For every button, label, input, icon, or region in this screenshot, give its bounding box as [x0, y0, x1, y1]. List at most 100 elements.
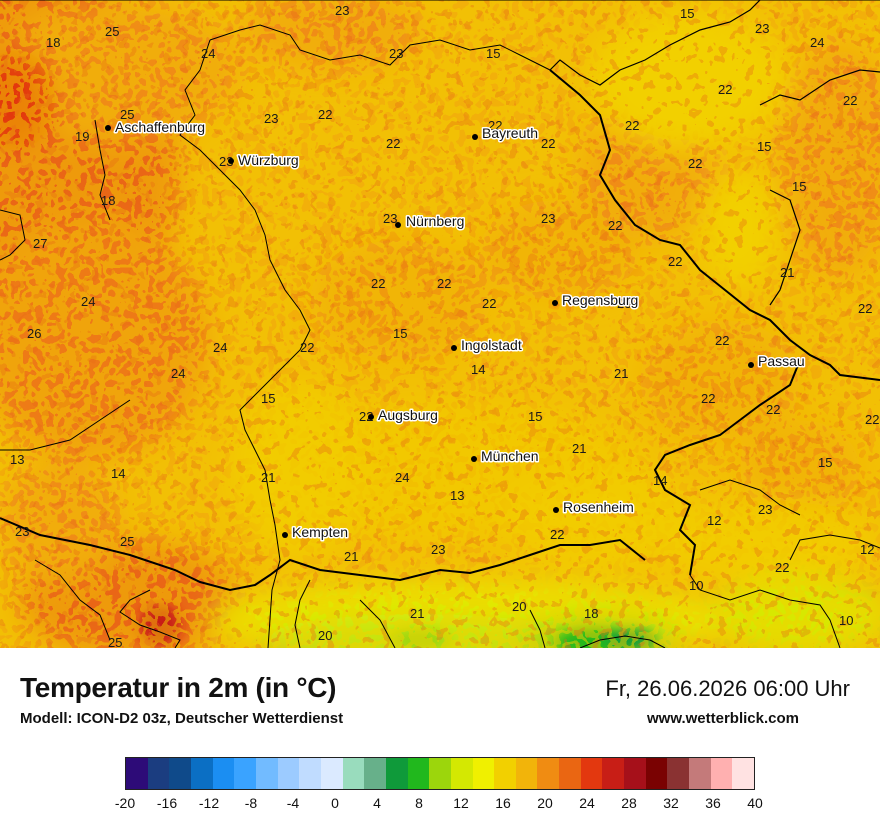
- temp-label: 14: [471, 362, 485, 377]
- temp-label: 22: [359, 409, 373, 424]
- temp-label: 15: [486, 46, 500, 61]
- temp-label: 18: [46, 35, 60, 50]
- temp-label: 23: [755, 21, 769, 36]
- temp-label: 22: [766, 402, 780, 417]
- temp-label: 22: [488, 118, 502, 133]
- city-aschaffenburg[interactable]: Aschaffenburg: [105, 118, 207, 137]
- temp-label: 22: [858, 301, 872, 316]
- legend-color-segment: [364, 758, 386, 789]
- temp-label: 15: [818, 455, 832, 470]
- legend-color-segment: [299, 758, 321, 789]
- temp-label: 15: [792, 179, 806, 194]
- temp-label: 12: [860, 542, 874, 557]
- legend-color-segment: [667, 758, 690, 789]
- temp-label: 14: [111, 466, 125, 481]
- color-legend-bar: [125, 757, 755, 790]
- legend-color-segment: [407, 758, 430, 789]
- temp-label: 24: [810, 35, 824, 50]
- temp-label: 23: [389, 46, 403, 61]
- temp-label: 22: [550, 527, 564, 542]
- temp-label: 22: [482, 296, 496, 311]
- temp-label: 21: [614, 366, 628, 381]
- temp-label: 21: [261, 470, 275, 485]
- city-kempten[interactable]: Kempten: [282, 523, 350, 542]
- temp-label: 22: [843, 93, 857, 108]
- legend-color-segment: [212, 758, 235, 789]
- city-ingolstadt[interactable]: Ingolstadt: [451, 336, 523, 355]
- temp-label: 10: [689, 578, 703, 593]
- legend-tick-label: -20: [114, 795, 136, 811]
- svg-text:Aschaffenburg: Aschaffenburg: [115, 119, 205, 135]
- temp-label: 22: [371, 276, 385, 291]
- temp-label: 25: [108, 635, 122, 648]
- svg-text:Ingolstadt: Ingolstadt: [461, 337, 522, 353]
- temp-label: 13: [450, 488, 464, 503]
- temp-label: 22: [300, 340, 314, 355]
- legend-color-segment: [732, 758, 755, 789]
- legend-color-segment: [559, 758, 581, 789]
- temp-label: 22: [437, 276, 451, 291]
- city-passau[interactable]: Passau: [748, 352, 806, 371]
- temp-label: 24: [171, 366, 185, 381]
- legend-tick-label: -16: [156, 795, 178, 811]
- city-nuernberg[interactable]: Nürnberg: [395, 212, 466, 231]
- temp-label: 18: [101, 193, 115, 208]
- legend-color-segment: [472, 758, 495, 789]
- city-muenchen[interactable]: München: [471, 447, 540, 466]
- legend-tick-label: -8: [244, 795, 258, 811]
- temp-label: 23: [758, 502, 772, 517]
- legend-color-segment: [710, 758, 733, 789]
- city-rosenheim[interactable]: Rosenheim: [553, 498, 635, 517]
- legend-color-segment: [624, 758, 646, 789]
- temp-label: 24: [81, 294, 95, 309]
- legend-tick-label: 40: [747, 795, 763, 811]
- temp-label: 25: [120, 534, 134, 549]
- temp-label: 12: [707, 513, 721, 528]
- temp-label: 22: [386, 136, 400, 151]
- legend-tick-label: -12: [198, 795, 220, 811]
- temp-label: 15: [261, 391, 275, 406]
- city-augsburg[interactable]: Augsburg: [368, 406, 439, 425]
- legend-tick-label: 32: [663, 795, 679, 811]
- legend-tick-label: 36: [705, 795, 721, 811]
- temp-label: 23: [617, 296, 631, 311]
- temp-label: 23: [15, 524, 29, 539]
- legend-color-segment: [602, 758, 625, 789]
- temp-label: 25: [120, 107, 134, 122]
- legend-color-segment: [147, 758, 170, 789]
- temp-label: 21: [410, 606, 424, 621]
- city-regensburg[interactable]: Regensburg: [552, 291, 640, 310]
- website-link[interactable]: www.wetterblick.com: [647, 710, 799, 727]
- legend-color-segment: [342, 758, 365, 789]
- legend-color-segment: [190, 758, 213, 789]
- temp-label: 23: [264, 111, 278, 126]
- svg-text:Nürnberg: Nürnberg: [406, 213, 464, 229]
- legend-color-segment: [385, 758, 408, 789]
- legend-color-segment: [580, 758, 603, 789]
- model-info: Modell: ICON-D2 03z, Deutscher Wetterdie…: [20, 710, 344, 727]
- border-lines: [0, 0, 880, 648]
- svg-text:Augsburg: Augsburg: [378, 407, 438, 423]
- legend-color-segment: [515, 758, 538, 789]
- temp-label: 22: [865, 412, 879, 427]
- temp-label: 15: [528, 409, 542, 424]
- temp-label: 15: [757, 139, 771, 154]
- temp-label: 22: [318, 107, 332, 122]
- temperature-labels: 23 15 23 25 18 24 23 15 24 22 25 23 22 1…: [10, 3, 879, 648]
- legend-tick-label: 28: [621, 795, 637, 811]
- city-wuerzburg[interactable]: Würzburg: [228, 151, 300, 170]
- legend-tick-label: 8: [415, 795, 423, 811]
- city-markers: Aschaffenburg Würzburg Bayreuth Nürnberg…: [105, 118, 806, 542]
- legend-tick-label: 12: [453, 795, 469, 811]
- temp-label: 15: [393, 326, 407, 341]
- temp-label: 20: [512, 599, 526, 614]
- temp-label: 20: [318, 628, 332, 643]
- legend-color-segment: [255, 758, 278, 789]
- temp-label: 10: [839, 613, 853, 628]
- city-bayreuth[interactable]: Bayreuth: [472, 124, 540, 143]
- temp-label: 23: [383, 211, 397, 226]
- temp-label: 18: [584, 606, 598, 621]
- temp-label: 19: [75, 129, 89, 144]
- temp-label: 23: [431, 542, 445, 557]
- legend-color-segment: [645, 758, 668, 789]
